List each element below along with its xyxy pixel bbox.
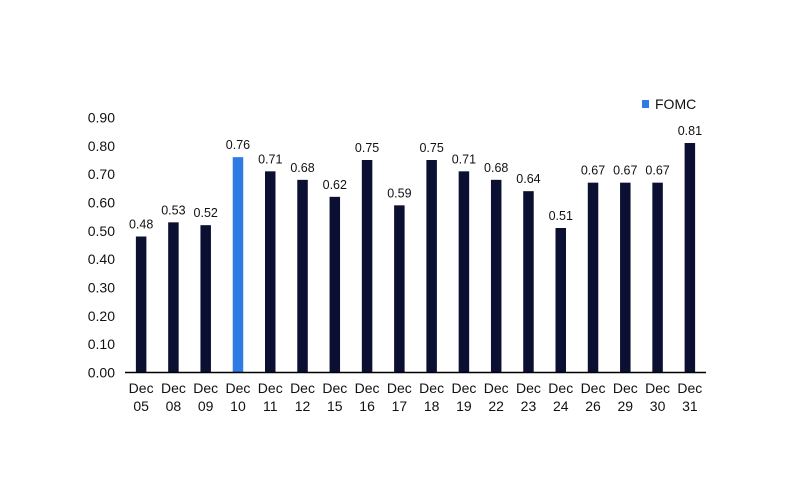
- x-tick-label-day: 11: [263, 398, 278, 414]
- x-tick-label-month: Dec: [290, 380, 315, 396]
- bar-value-label: 0.67: [581, 164, 605, 178]
- x-tick-label-day: 18: [424, 398, 440, 414]
- bar-value-label: 0.53: [161, 203, 185, 217]
- bar-value-label: 0.67: [645, 164, 669, 178]
- x-tick-label-month: Dec: [129, 380, 154, 396]
- bar: [168, 222, 179, 373]
- bar-value-label: 0.68: [484, 161, 508, 175]
- bar-value-label: 0.71: [258, 152, 282, 166]
- x-tick-label-month: Dec: [258, 380, 283, 396]
- bar: [135, 236, 147, 373]
- y-tick-label: 0.60: [88, 195, 115, 211]
- x-tick-label-day: 09: [198, 398, 214, 414]
- bar: [555, 228, 566, 373]
- x-tick-label-month: Dec: [161, 380, 186, 396]
- x-tick-label-day: 12: [295, 398, 311, 414]
- y-tick-label: 0.80: [88, 138, 115, 154]
- bar-value-label: 0.48: [129, 218, 153, 232]
- bar: [361, 160, 373, 373]
- x-tick-label-day: 19: [456, 398, 472, 414]
- y-tick-label: 0.10: [88, 336, 115, 352]
- x-tick-label-month: Dec: [193, 380, 218, 396]
- bar-value-label: 0.67: [613, 164, 637, 178]
- x-tick-label-day: 17: [392, 398, 408, 414]
- value-labels: 0.48 0.53 0.52 0.76 0.71 0.68 0.62 0.75 0.59 0.75…: [129, 124, 702, 232]
- bar: [458, 171, 470, 373]
- y-axis: 0.00 0.10 0.20 0.30 0.40 0.50 0.60 0.70 0.80 0.90: [88, 110, 115, 381]
- bar: [329, 196, 341, 373]
- bar: [684, 143, 696, 373]
- bar-value-label: 0.81: [678, 124, 702, 138]
- x-tick-label-month: Dec: [451, 380, 476, 396]
- x-tick-label-month: Dec: [516, 380, 541, 396]
- bar: [426, 160, 437, 373]
- bar-value-label: 0.59: [387, 186, 411, 200]
- bar-value-label: 0.71: [452, 152, 476, 166]
- bars: [135, 143, 696, 373]
- bar-value-label: 0.51: [549, 209, 573, 223]
- bar: [394, 205, 405, 373]
- x-tick-label-month: Dec: [548, 380, 573, 396]
- legend-swatch: [642, 100, 649, 108]
- bar: [652, 182, 663, 373]
- y-tick-label: 0.20: [88, 308, 115, 324]
- x-tick-label-day: 24: [553, 398, 569, 414]
- x-tick-label-month: Dec: [645, 380, 670, 396]
- bar-value-label: 0.75: [419, 141, 443, 155]
- x-tick-label-day: 29: [618, 398, 634, 414]
- x-tick-label-day: 22: [488, 398, 504, 414]
- x-tick-label-day: 30: [650, 398, 666, 414]
- x-tick-label-month: Dec: [226, 380, 251, 396]
- x-tick-label-day: 26: [585, 398, 601, 414]
- x-tick-label-day: 15: [327, 398, 343, 414]
- bar: [587, 182, 599, 373]
- x-tick-label-day: 10: [230, 398, 246, 414]
- bar: [490, 179, 502, 373]
- x-tick-label-month: Dec: [419, 380, 444, 396]
- x-tick-label-day: 31: [682, 398, 698, 414]
- x-tick-label-month: Dec: [677, 380, 702, 396]
- y-tick-label: 0.30: [88, 280, 115, 296]
- bar-highlight: [232, 157, 244, 373]
- bar: [620, 182, 631, 373]
- legend: FOMC: [642, 96, 696, 112]
- x-axis: Dec 05 Dec 08 Dec 09 Dec 10 Dec 11 Dec 12 Dec 15 Dec 16…: [125, 371, 706, 414]
- x-tick-label-day: 16: [359, 398, 375, 414]
- bar: [523, 191, 534, 373]
- bar-value-label: 0.52: [194, 206, 218, 220]
- y-tick-label: 0.70: [88, 166, 115, 182]
- bar-value-label: 0.62: [323, 178, 347, 192]
- x-tick-label-month: Dec: [322, 380, 347, 396]
- bar-value-label: 0.64: [516, 172, 540, 186]
- x-tick-label-day: 08: [166, 398, 182, 414]
- bar: [297, 179, 308, 373]
- bar-value-label: 0.76: [226, 138, 250, 152]
- bar: [200, 225, 211, 373]
- x-tick-label-month: Dec: [484, 380, 509, 396]
- y-tick-label: 0.50: [88, 223, 115, 239]
- x-tick-label-month: Dec: [613, 380, 638, 396]
- x-tick-label-month: Dec: [581, 380, 606, 396]
- y-tick-label: 0.00: [88, 365, 115, 381]
- y-tick-label: 0.40: [88, 251, 115, 267]
- bar: [265, 171, 276, 373]
- y-tick-label: 0.90: [88, 110, 115, 126]
- legend-label: FOMC: [655, 96, 696, 112]
- bar-value-label: 0.68: [290, 161, 314, 175]
- x-tick-label-month: Dec: [355, 380, 380, 396]
- x-tick-label-month: Dec: [387, 380, 412, 396]
- bar-value-label: 0.75: [355, 141, 379, 155]
- x-tick-label-day: 05: [133, 398, 149, 414]
- x-tick-label-day: 23: [521, 398, 537, 414]
